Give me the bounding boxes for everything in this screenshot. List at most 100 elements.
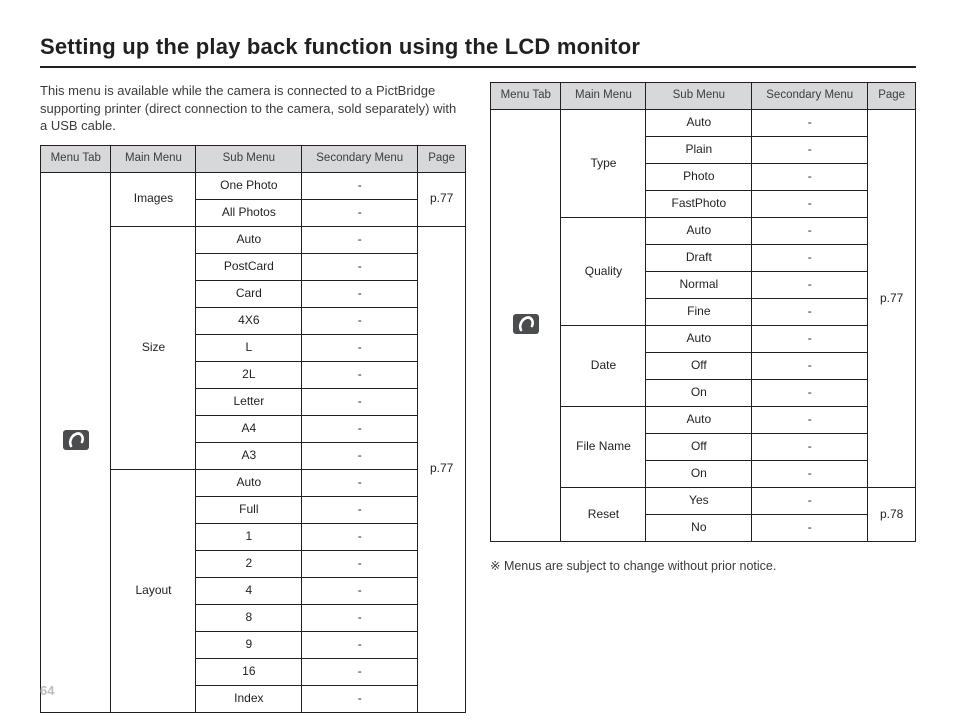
cell-secondary-menu: - (752, 245, 868, 272)
th-menu-tab: Menu Tab (41, 145, 111, 172)
cell-sub-menu: Off (646, 434, 752, 461)
cell-main-menu: Type (561, 110, 646, 218)
cell-secondary-menu: - (302, 226, 418, 253)
cell-secondary-menu: - (752, 164, 868, 191)
cell-sub-menu: 9 (196, 631, 302, 658)
cell-secondary-menu: - (752, 434, 868, 461)
cell-menu-tab (491, 110, 561, 542)
cell-secondary-menu: - (302, 199, 418, 226)
cell-secondary-menu: - (302, 334, 418, 361)
cell-sub-menu: PostCard (196, 253, 302, 280)
cell-secondary-menu: - (302, 388, 418, 415)
cell-sub-menu: No (646, 515, 752, 542)
pictbridge-icon (63, 430, 89, 450)
cell-secondary-menu: - (302, 361, 418, 388)
cell-sub-menu: Auto (646, 326, 752, 353)
cell-secondary-menu: - (752, 137, 868, 164)
cell-secondary-menu: - (302, 631, 418, 658)
cell-sub-menu: 2L (196, 361, 302, 388)
table-body: TypeAuto-p.77Plain-Photo-FastPhoto-Quali… (491, 110, 916, 542)
th-page: Page (868, 83, 916, 110)
cell-secondary-menu: - (302, 280, 418, 307)
cell-sub-menu: On (646, 380, 752, 407)
cell-sub-menu: Off (646, 353, 752, 380)
th-sub-menu: Sub Menu (196, 145, 302, 172)
cell-sub-menu: Normal (646, 272, 752, 299)
cell-secondary-menu: - (752, 461, 868, 488)
th-page: Page (418, 145, 466, 172)
th-secondary-menu: Secondary Menu (302, 145, 418, 172)
cell-sub-menu: 8 (196, 604, 302, 631)
cell-secondary-menu: - (752, 488, 868, 515)
cell-sub-menu: 2 (196, 550, 302, 577)
cell-main-menu: Images (111, 172, 196, 226)
cell-sub-menu: 4 (196, 577, 302, 604)
intro-text: This menu is available while the camera … (40, 82, 466, 135)
cell-sub-menu: Yes (646, 488, 752, 515)
table-row: ImagesOne Photo-p.77 (41, 172, 466, 199)
cell-sub-menu: A3 (196, 442, 302, 469)
cell-sub-menu: Photo (646, 164, 752, 191)
cell-sub-menu: 1 (196, 523, 302, 550)
table-header: Menu Tab Main Menu Sub Menu Secondary Me… (41, 145, 466, 172)
cell-secondary-menu: - (302, 685, 418, 712)
cell-secondary-menu: - (752, 326, 868, 353)
th-menu-tab: Menu Tab (491, 83, 561, 110)
cell-sub-menu: One Photo (196, 172, 302, 199)
cell-sub-menu: FastPhoto (646, 191, 752, 218)
cell-secondary-menu: - (302, 550, 418, 577)
th-main-menu: Main Menu (561, 83, 646, 110)
manual-page: Setting up the play back function using … (0, 0, 954, 720)
cell-sub-menu: Auto (646, 110, 752, 137)
right-menu-table: Menu Tab Main Menu Sub Menu Secondary Me… (490, 82, 916, 542)
th-sub-menu: Sub Menu (646, 83, 752, 110)
table-row: TypeAuto-p.77 (491, 110, 916, 137)
cell-secondary-menu: - (752, 515, 868, 542)
cell-secondary-menu: - (752, 299, 868, 326)
cell-menu-tab (41, 172, 111, 712)
cell-page: p.77 (418, 172, 466, 226)
cell-main-menu: Reset (561, 488, 646, 542)
cell-page: p.78 (868, 488, 916, 542)
cell-secondary-menu: - (302, 523, 418, 550)
right-column: Menu Tab Main Menu Sub Menu Secondary Me… (490, 82, 916, 713)
cell-main-menu: Quality (561, 218, 646, 326)
left-menu-table: Menu Tab Main Menu Sub Menu Secondary Me… (40, 145, 466, 713)
table-body: ImagesOne Photo-p.77All Photos-SizeAuto-… (41, 172, 466, 712)
cell-secondary-menu: - (302, 307, 418, 334)
cell-sub-menu: Auto (196, 469, 302, 496)
cell-secondary-menu: - (752, 218, 868, 245)
th-secondary-menu: Secondary Menu (752, 83, 868, 110)
cell-main-menu: Size (111, 226, 196, 469)
cell-sub-menu: All Photos (196, 199, 302, 226)
cell-sub-menu: On (646, 461, 752, 488)
cell-secondary-menu: - (302, 442, 418, 469)
cell-sub-menu: L (196, 334, 302, 361)
cell-sub-menu: A4 (196, 415, 302, 442)
cell-secondary-menu: - (302, 469, 418, 496)
cell-sub-menu: Auto (196, 226, 302, 253)
cell-sub-menu: Card (196, 280, 302, 307)
th-main-menu: Main Menu (111, 145, 196, 172)
page-title: Setting up the play back function using … (40, 34, 916, 60)
cell-secondary-menu: - (302, 172, 418, 199)
cell-sub-menu: Fine (646, 299, 752, 326)
cell-sub-menu: 16 (196, 658, 302, 685)
cell-sub-menu: Auto (646, 218, 752, 245)
cell-sub-menu: Draft (646, 245, 752, 272)
left-column: This menu is available while the camera … (40, 82, 466, 713)
cell-sub-menu: Plain (646, 137, 752, 164)
cell-secondary-menu: - (302, 496, 418, 523)
cell-sub-menu: Full (196, 496, 302, 523)
cell-main-menu: Layout (111, 469, 196, 712)
cell-sub-menu: Letter (196, 388, 302, 415)
cell-secondary-menu: - (302, 415, 418, 442)
pictbridge-icon (513, 314, 539, 334)
cell-secondary-menu: - (302, 253, 418, 280)
cell-secondary-menu: - (302, 658, 418, 685)
cell-secondary-menu: - (752, 353, 868, 380)
table-header: Menu Tab Main Menu Sub Menu Secondary Me… (491, 83, 916, 110)
cell-secondary-menu: - (752, 407, 868, 434)
title-underline (40, 66, 916, 68)
cell-sub-menu: Auto (646, 407, 752, 434)
